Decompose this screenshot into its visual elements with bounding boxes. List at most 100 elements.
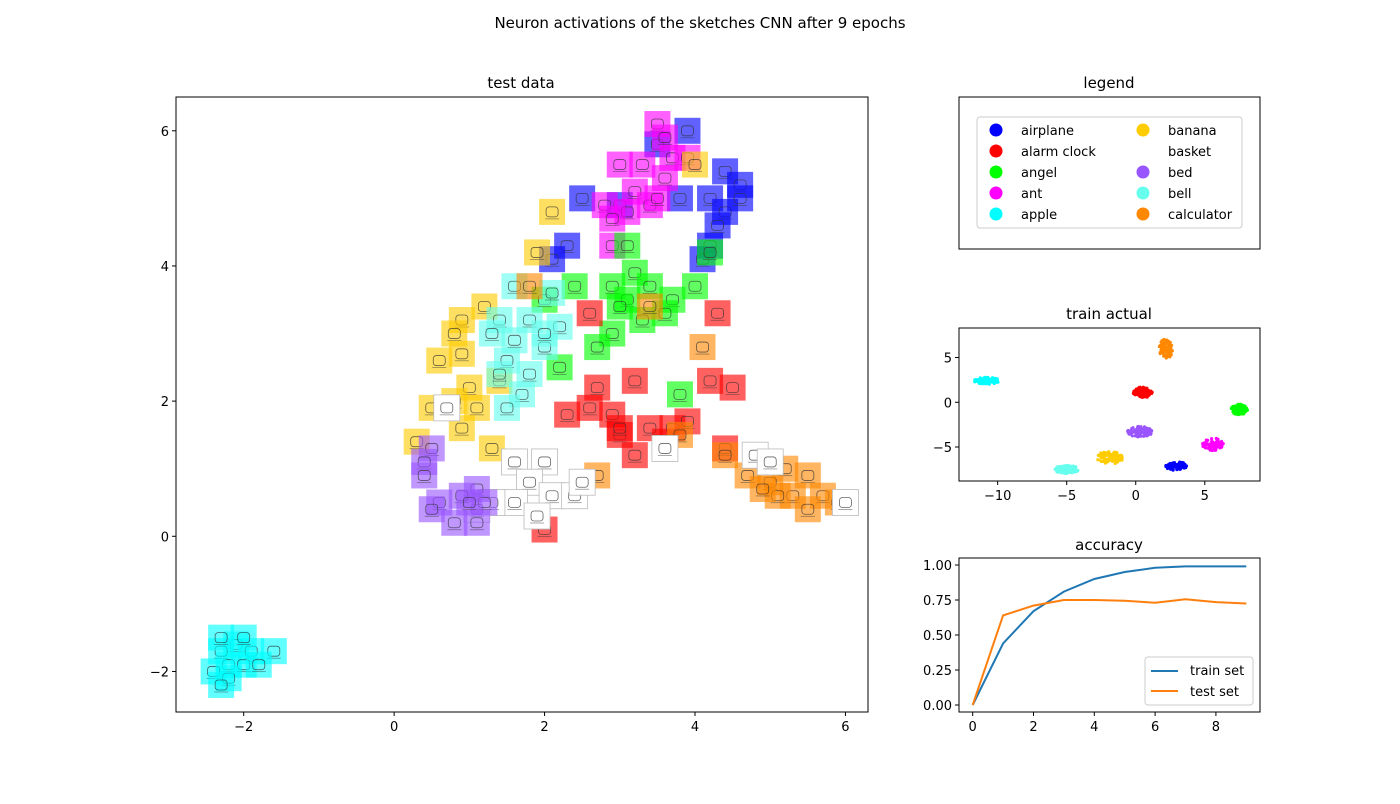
thumbnail-apple bbox=[208, 624, 235, 651]
legend-label: angel bbox=[1021, 166, 1057, 181]
thumbnail-angel bbox=[606, 293, 633, 320]
train-cluster-apple bbox=[973, 375, 1000, 386]
x-tick-label: 0 bbox=[390, 720, 398, 735]
train-cluster-bell bbox=[1053, 463, 1080, 475]
legend-entry-airplane: airplane bbox=[989, 123, 1074, 139]
legend-label: basket bbox=[1168, 145, 1211, 160]
legend-box bbox=[976, 116, 1243, 229]
thumbnail-basket bbox=[501, 489, 528, 516]
thumbnail-bell bbox=[478, 320, 505, 347]
y-tick-label: 5 bbox=[944, 352, 952, 367]
thumbnail-basket bbox=[501, 448, 528, 476]
legend-entry-apple: apple bbox=[989, 207, 1057, 223]
train-cluster-airplane bbox=[1164, 460, 1189, 472]
accuracy-panel: accuracy 0 2 4 6 8 0.00 0.25 0.50 0.75 1.00 train… bbox=[923, 536, 1261, 735]
thumbnail-bell bbox=[539, 279, 566, 306]
thumbnail-apple bbox=[230, 624, 257, 651]
thumbnail-bed bbox=[411, 462, 438, 489]
test-data-plot-area bbox=[200, 111, 859, 698]
y-tick-label: 0.50 bbox=[923, 629, 952, 644]
y-tick-label: 0.25 bbox=[923, 664, 952, 679]
train-cluster-calculator bbox=[1157, 337, 1174, 360]
legend-title: legend bbox=[1083, 74, 1134, 92]
legend-entry-basket: basket bbox=[1136, 144, 1211, 160]
legend-marker bbox=[1136, 144, 1150, 158]
thumbnail-calculator bbox=[636, 293, 663, 320]
legend-marker bbox=[989, 165, 1003, 179]
accuracy-legend-box bbox=[1144, 656, 1254, 706]
train-cluster-alarm-clock bbox=[1131, 385, 1154, 400]
x-tick-label: 8 bbox=[1212, 720, 1220, 735]
thumbnail-angel bbox=[697, 239, 724, 266]
thumbnail-calculator bbox=[689, 334, 716, 361]
train-actual-axes-frame bbox=[958, 327, 1261, 482]
legend-entries: airplane alarm clock angel ant apple banana ba… bbox=[989, 123, 1233, 223]
x-tick-label: 0 bbox=[1132, 489, 1140, 504]
thumbnail-alarm-clock bbox=[576, 394, 603, 421]
legend-label: alarm clock bbox=[1021, 145, 1096, 160]
thumbnail-bed bbox=[418, 496, 445, 523]
x-tick-label: 6 bbox=[1151, 720, 1159, 735]
legend-marker bbox=[989, 186, 1003, 200]
thumbnail-basket bbox=[651, 435, 679, 462]
thumbnail-alarm-clock bbox=[719, 374, 746, 401]
thumbnail-bed bbox=[441, 509, 468, 536]
thumbnail-banana bbox=[524, 239, 551, 266]
legend-entry-angel: angel bbox=[989, 165, 1057, 181]
train-actual-panel: train actual −10 −5 0 5 −5 0 5 bbox=[933, 305, 1261, 504]
legend-label: banana bbox=[1168, 124, 1217, 139]
thumbnail-angel bbox=[614, 232, 641, 259]
x-tick-label: 4 bbox=[1090, 720, 1098, 735]
accuracy-plot-area bbox=[971, 565, 1247, 706]
test-data-panel: test data −2 0 2 4 6 −2 0 2 4 6 bbox=[150, 74, 869, 735]
legend-panel: legend airplane alarm clock angel ant apple b… bbox=[958, 74, 1261, 250]
thumbnail-angel bbox=[682, 273, 708, 300]
thumbnail-banana bbox=[682, 151, 708, 178]
x-tick-label: −5 bbox=[1057, 489, 1076, 504]
legend-label: ant bbox=[1021, 187, 1042, 202]
thumbnail-calculator bbox=[749, 475, 776, 502]
thumbnail-angel bbox=[561, 273, 588, 300]
test-data-axes-frame bbox=[175, 96, 869, 713]
thumbnail-airplane bbox=[704, 212, 731, 239]
thumbnail-angel bbox=[666, 381, 693, 408]
accuracy-legend: train set test set bbox=[1144, 656, 1254, 706]
x-tick-label: 4 bbox=[691, 720, 699, 735]
legend-entry-bell: bell bbox=[1136, 186, 1191, 202]
accuracy-line-train-set bbox=[971, 565, 1247, 706]
train-actual-title: train actual bbox=[1066, 305, 1152, 323]
y-tick-label: 0 bbox=[161, 530, 169, 545]
thumbnail-bed bbox=[463, 509, 490, 536]
legend-marker bbox=[1136, 207, 1150, 221]
accuracy-line-test-set bbox=[971, 598, 1247, 706]
y-tick-label: 6 bbox=[161, 125, 169, 140]
thumbnail-apple bbox=[208, 671, 235, 698]
y-tick-label: 4 bbox=[161, 260, 169, 275]
accuracy-legend-test-label: test set bbox=[1190, 685, 1239, 700]
y-tick-label: 0.75 bbox=[923, 594, 952, 609]
thumbnail-ant bbox=[629, 151, 656, 178]
train-cluster-ant bbox=[1201, 436, 1225, 453]
train-cluster-angel bbox=[1229, 402, 1250, 417]
y-tick-label: 1.00 bbox=[923, 559, 952, 574]
thumbnail-alarm-clock bbox=[576, 300, 603, 327]
accuracy-ticks: 0 2 4 6 8 0.00 0.25 0.50 0.75 1.00 bbox=[923, 559, 1220, 735]
thumbnail-basket bbox=[832, 489, 859, 516]
thumbnail-alarm-clock bbox=[697, 367, 724, 394]
legend-label: apple bbox=[1021, 208, 1057, 223]
thumbnail-ant bbox=[599, 205, 626, 232]
thumbnail-bell bbox=[531, 320, 558, 347]
legend-entry-bed: bed bbox=[1136, 165, 1193, 181]
legend-label: bed bbox=[1168, 166, 1193, 181]
y-tick-label: 2 bbox=[161, 395, 169, 410]
train-cluster-bed bbox=[1126, 424, 1154, 439]
legend-entry-alarm-clock: alarm clock bbox=[989, 144, 1096, 160]
y-tick-label: 0 bbox=[944, 396, 952, 411]
thumbnail-apple bbox=[245, 651, 272, 678]
legend-marker bbox=[989, 123, 1003, 137]
legend-label: airplane bbox=[1021, 124, 1074, 139]
thumbnail-bell bbox=[493, 394, 520, 421]
legend-entry-ant: ant bbox=[989, 186, 1042, 202]
thumbnail-calculator bbox=[516, 273, 543, 300]
thumbnail-basket bbox=[568, 468, 596, 496]
